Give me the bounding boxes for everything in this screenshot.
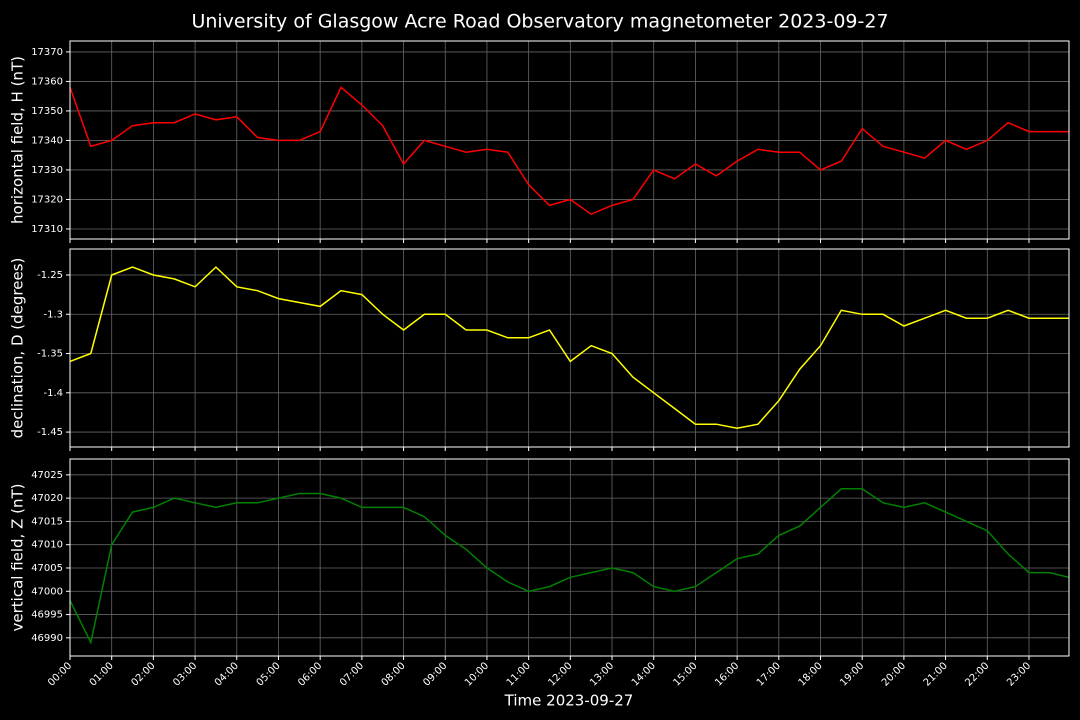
- data-line: [69, 86, 1069, 216]
- y-tick-label: 47020: [31, 493, 63, 504]
- y-tick-label: 17340: [31, 135, 63, 146]
- plot-frame: [69, 40, 1070, 240]
- y-tick-label: 17330: [31, 165, 63, 176]
- data-line: [69, 488, 1069, 645]
- y-tick-label: 47010: [31, 540, 63, 551]
- y-tick-label: -1.3: [43, 309, 63, 320]
- y-tick-label: 47015: [31, 516, 63, 527]
- data-line: [69, 266, 1069, 429]
- y-tick-label: 17350: [31, 106, 63, 117]
- chart-title: University of Glasgow Acre Road Observat…: [191, 11, 888, 33]
- y-axis-label: declination, D (degrees): [9, 258, 27, 439]
- y-tick-label: -1.45: [37, 427, 63, 438]
- y-tick-label: 17370: [31, 47, 63, 58]
- y-tick-label: 17320: [31, 194, 63, 205]
- y-tick-label: -1.35: [37, 349, 63, 360]
- plot-frame: [69, 458, 1070, 657]
- y-tick-label: -1.25: [37, 270, 63, 281]
- y-tick-label: 47025: [31, 470, 63, 481]
- y-tick-label: 17310: [31, 224, 63, 235]
- y-tick-label: 46995: [31, 610, 63, 621]
- x-axis-label: Time 2023-09-27: [504, 692, 634, 710]
- plot-frame: [69, 248, 1070, 448]
- y-tick-label: 47000: [31, 586, 63, 597]
- y-tick-label: 17360: [31, 76, 63, 87]
- y-tick-label: 47005: [31, 563, 63, 574]
- y-tick-label: 46990: [31, 633, 63, 644]
- y-tick-label: -1.4: [43, 388, 63, 399]
- y-axis-label: horizontal field, H (nT): [9, 56, 27, 224]
- y-axis-label: vertical field, Z (nT): [9, 483, 27, 631]
